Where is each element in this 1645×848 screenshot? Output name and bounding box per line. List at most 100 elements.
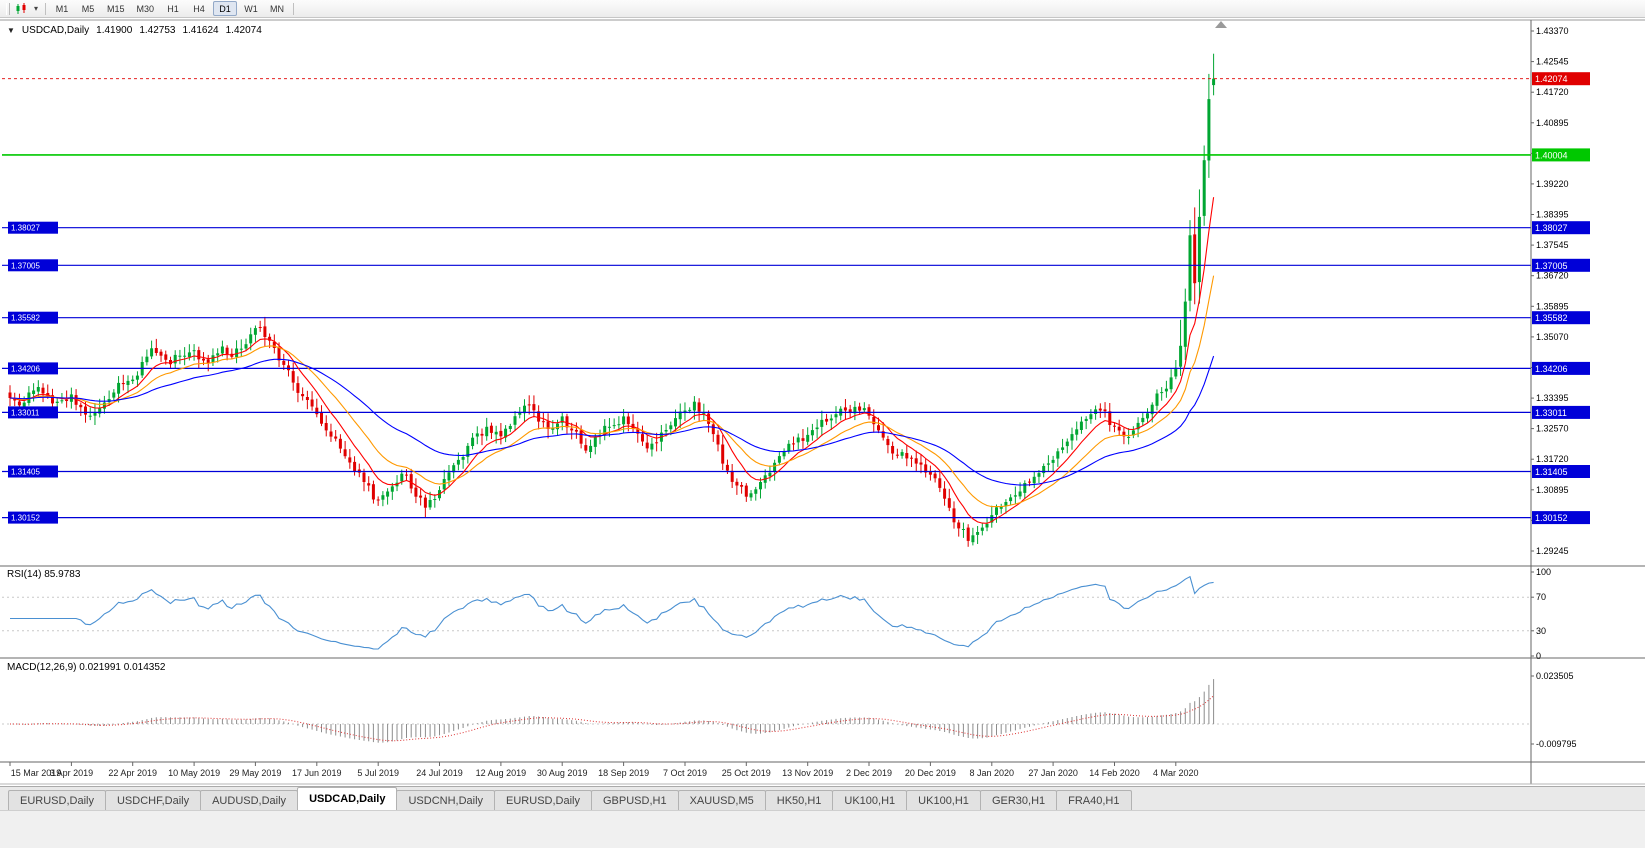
- macd-name: MACD(12,26,9): [7, 662, 77, 673]
- svg-text:1.42545: 1.42545: [1536, 57, 1569, 67]
- rsi-value: 85.9783: [44, 569, 81, 580]
- dropdown-caret-icon[interactable]: ▾: [33, 4, 38, 13]
- ohlc-open: 1.41900: [96, 25, 133, 36]
- timeframe-button-m30[interactable]: M30: [136, 3, 155, 14]
- left-price-label-1.37005: [8, 259, 58, 272]
- svg-text:-0.009795: -0.009795: [1536, 739, 1577, 749]
- timeframe-button-h4[interactable]: H4: [193, 3, 205, 14]
- svg-text:4 Mar 2020: 4 Mar 2020: [1153, 768, 1199, 778]
- left-price-label-1.38027: [8, 221, 58, 234]
- rsi-name: RSI(14): [7, 569, 42, 580]
- symbol-chart-icon[interactable]: [13, 1, 31, 16]
- svg-text:18 Sep 2019: 18 Sep 2019: [598, 768, 649, 778]
- ohlc-low: 1.41624: [182, 25, 219, 36]
- chart-tab-6-gbpusd-h1[interactable]: GBPUSD,H1: [591, 790, 679, 810]
- toolbar-drag-handle[interactable]: [6, 2, 10, 15]
- timeframe-button-d1[interactable]: D1: [213, 1, 238, 16]
- chart-tab-1-usdchf-daily[interactable]: USDCHF,Daily: [104, 790, 202, 810]
- status-bar: [0, 810, 1645, 848]
- svg-text:22 Apr 2019: 22 Apr 2019: [108, 768, 157, 778]
- chart-tab-2-audusd-daily[interactable]: AUDUSD,Daily: [200, 790, 299, 810]
- svg-text:13 Nov 2019: 13 Nov 2019: [782, 768, 833, 778]
- chart-tab-5-eurusd-daily[interactable]: EURUSD,Daily: [494, 790, 592, 810]
- svg-text:2 Dec 2019: 2 Dec 2019: [846, 768, 892, 778]
- chart-tab-12-fra40-h1[interactable]: FRA40,H1: [1056, 790, 1132, 810]
- chart-tab-7-xauusd-m5[interactable]: XAUUSD,M5: [677, 790, 766, 810]
- candlestick-icon: [16, 2, 26, 14]
- chart-tab-0-eurusd-daily[interactable]: EURUSD,Daily: [8, 790, 106, 810]
- moving-average-40: [9, 355, 1215, 486]
- toolbar-separator-2: [293, 2, 295, 15]
- svg-text:7 Oct 2019: 7 Oct 2019: [663, 768, 707, 778]
- current-price-axis-label: [1532, 72, 1590, 86]
- timeframe-button-w1[interactable]: W1: [244, 3, 258, 14]
- chart-tab-8-hk50-h1[interactable]: HK50,H1: [764, 790, 834, 810]
- timeframe-button-h1[interactable]: H1: [167, 3, 179, 14]
- svg-text:14 Feb 2020: 14 Feb 2020: [1089, 768, 1140, 778]
- left-price-label-1.31405: [8, 465, 58, 478]
- svg-text:1.37005: 1.37005: [11, 261, 40, 270]
- svg-text:1.35070: 1.35070: [1536, 332, 1569, 342]
- timeframe-button-m5[interactable]: M5: [81, 3, 95, 14]
- axis-price-label-1.38027: [1532, 221, 1590, 235]
- chart-symbol: USDCAD,Daily: [21, 25, 90, 36]
- moving-average-17: [9, 275, 1215, 508]
- chart-tab-9-uk100-h1[interactable]: UK100,H1: [832, 790, 908, 810]
- chart-tab-bar: EURUSD,Daily USDCHF,Daily AUDUSD,Daily USDC…: [0, 786, 1645, 810]
- svg-text:1.35582: 1.35582: [1535, 313, 1568, 323]
- svg-text:1.31405: 1.31405: [1535, 467, 1568, 477]
- one-click-trading-arrow-icon[interactable]: ▼: [7, 26, 15, 35]
- svg-text:1.33395: 1.33395: [1536, 393, 1569, 403]
- price-chart[interactable]: 1.433701.425451.417201.408951.400701.392…: [0, 18, 1645, 786]
- macd-value: 0.021991 0.014352: [79, 662, 166, 673]
- chart-background: [0, 18, 1645, 786]
- svg-text:1.38027: 1.38027: [1535, 223, 1568, 233]
- price-axis[interactable]: 1.433701.425451.417201.408951.400701.392…: [8, 26, 1590, 749]
- chart-tab-10-uk100-h1[interactable]: UK100,H1: [906, 790, 981, 810]
- candlesticks: [8, 53, 1216, 547]
- axis-price-label-1.37005: [1532, 258, 1590, 272]
- svg-text:1.30152: 1.30152: [11, 514, 40, 523]
- rsi-pane: [2, 575, 1531, 650]
- svg-text:15 Mar 2019: 15 Mar 2019: [11, 768, 62, 778]
- svg-text:70: 70: [1536, 592, 1546, 602]
- macd-indicator-label: MACD(12,26,9) 0.021991 0.014352: [7, 662, 165, 673]
- axis-price-label-1.30152: [1532, 511, 1590, 525]
- svg-text:1.32570: 1.32570: [1536, 424, 1569, 434]
- chart-tab-4-usdcnh-daily[interactable]: USDCNH,Daily: [396, 790, 496, 810]
- svg-text:30: 30: [1536, 626, 1546, 636]
- svg-text:5 Jul 2019: 5 Jul 2019: [357, 768, 399, 778]
- chart-tab-3-usdcad-daily[interactable]: USDCAD,Daily: [297, 787, 398, 810]
- svg-text:17 Jun 2019: 17 Jun 2019: [292, 768, 342, 778]
- svg-text:1.31405: 1.31405: [11, 468, 40, 477]
- horizontal-lines: [2, 154, 1531, 519]
- axis-price-label-1.34206: [1532, 361, 1590, 375]
- axis-price-label-1.35582: [1532, 311, 1590, 325]
- svg-text:10 May 2019: 10 May 2019: [168, 768, 220, 778]
- svg-text:1.38027: 1.38027: [11, 224, 40, 233]
- svg-text:1.40004: 1.40004: [1535, 150, 1568, 160]
- svg-text:8 Jan 2020: 8 Jan 2020: [970, 768, 1015, 778]
- svg-text:1.30152: 1.30152: [1535, 513, 1568, 523]
- svg-text:3 Apr 2019: 3 Apr 2019: [50, 768, 94, 778]
- chart-header: ▼ USDCAD,Daily 1.41900 1.42753 1.41624 1…: [7, 25, 262, 36]
- svg-text:1.36720: 1.36720: [1536, 271, 1569, 281]
- timeframe-button-m15[interactable]: M15: [107, 3, 125, 14]
- axis-price-label-1.40004: [1532, 148, 1590, 162]
- svg-text:1.34206: 1.34206: [1535, 364, 1568, 374]
- toolbar-separator: [45, 2, 46, 15]
- rsi-indicator-label: RSI(14) 85.9783: [7, 569, 80, 580]
- svg-text:1.39220: 1.39220: [1536, 179, 1569, 189]
- ohlc-close: 1.42074: [225, 25, 262, 36]
- timeframe-button-m1[interactable]: M1: [55, 3, 69, 14]
- chart-tab-11-ger30-h1[interactable]: GER30,H1: [979, 790, 1058, 810]
- svg-text:0: 0: [1536, 651, 1541, 661]
- svg-text:100: 100: [1536, 567, 1551, 577]
- chart-area[interactable]: 1.433701.425451.417201.408951.400701.392…: [0, 18, 1645, 786]
- svg-text:24 Jul 2019: 24 Jul 2019: [416, 768, 463, 778]
- macd-signal-line: [10, 695, 1214, 742]
- timeframe-button-mn[interactable]: MN: [270, 3, 285, 14]
- ohlc-high: 1.42753: [139, 25, 176, 36]
- chart-shift-marker[interactable]: [1215, 21, 1227, 28]
